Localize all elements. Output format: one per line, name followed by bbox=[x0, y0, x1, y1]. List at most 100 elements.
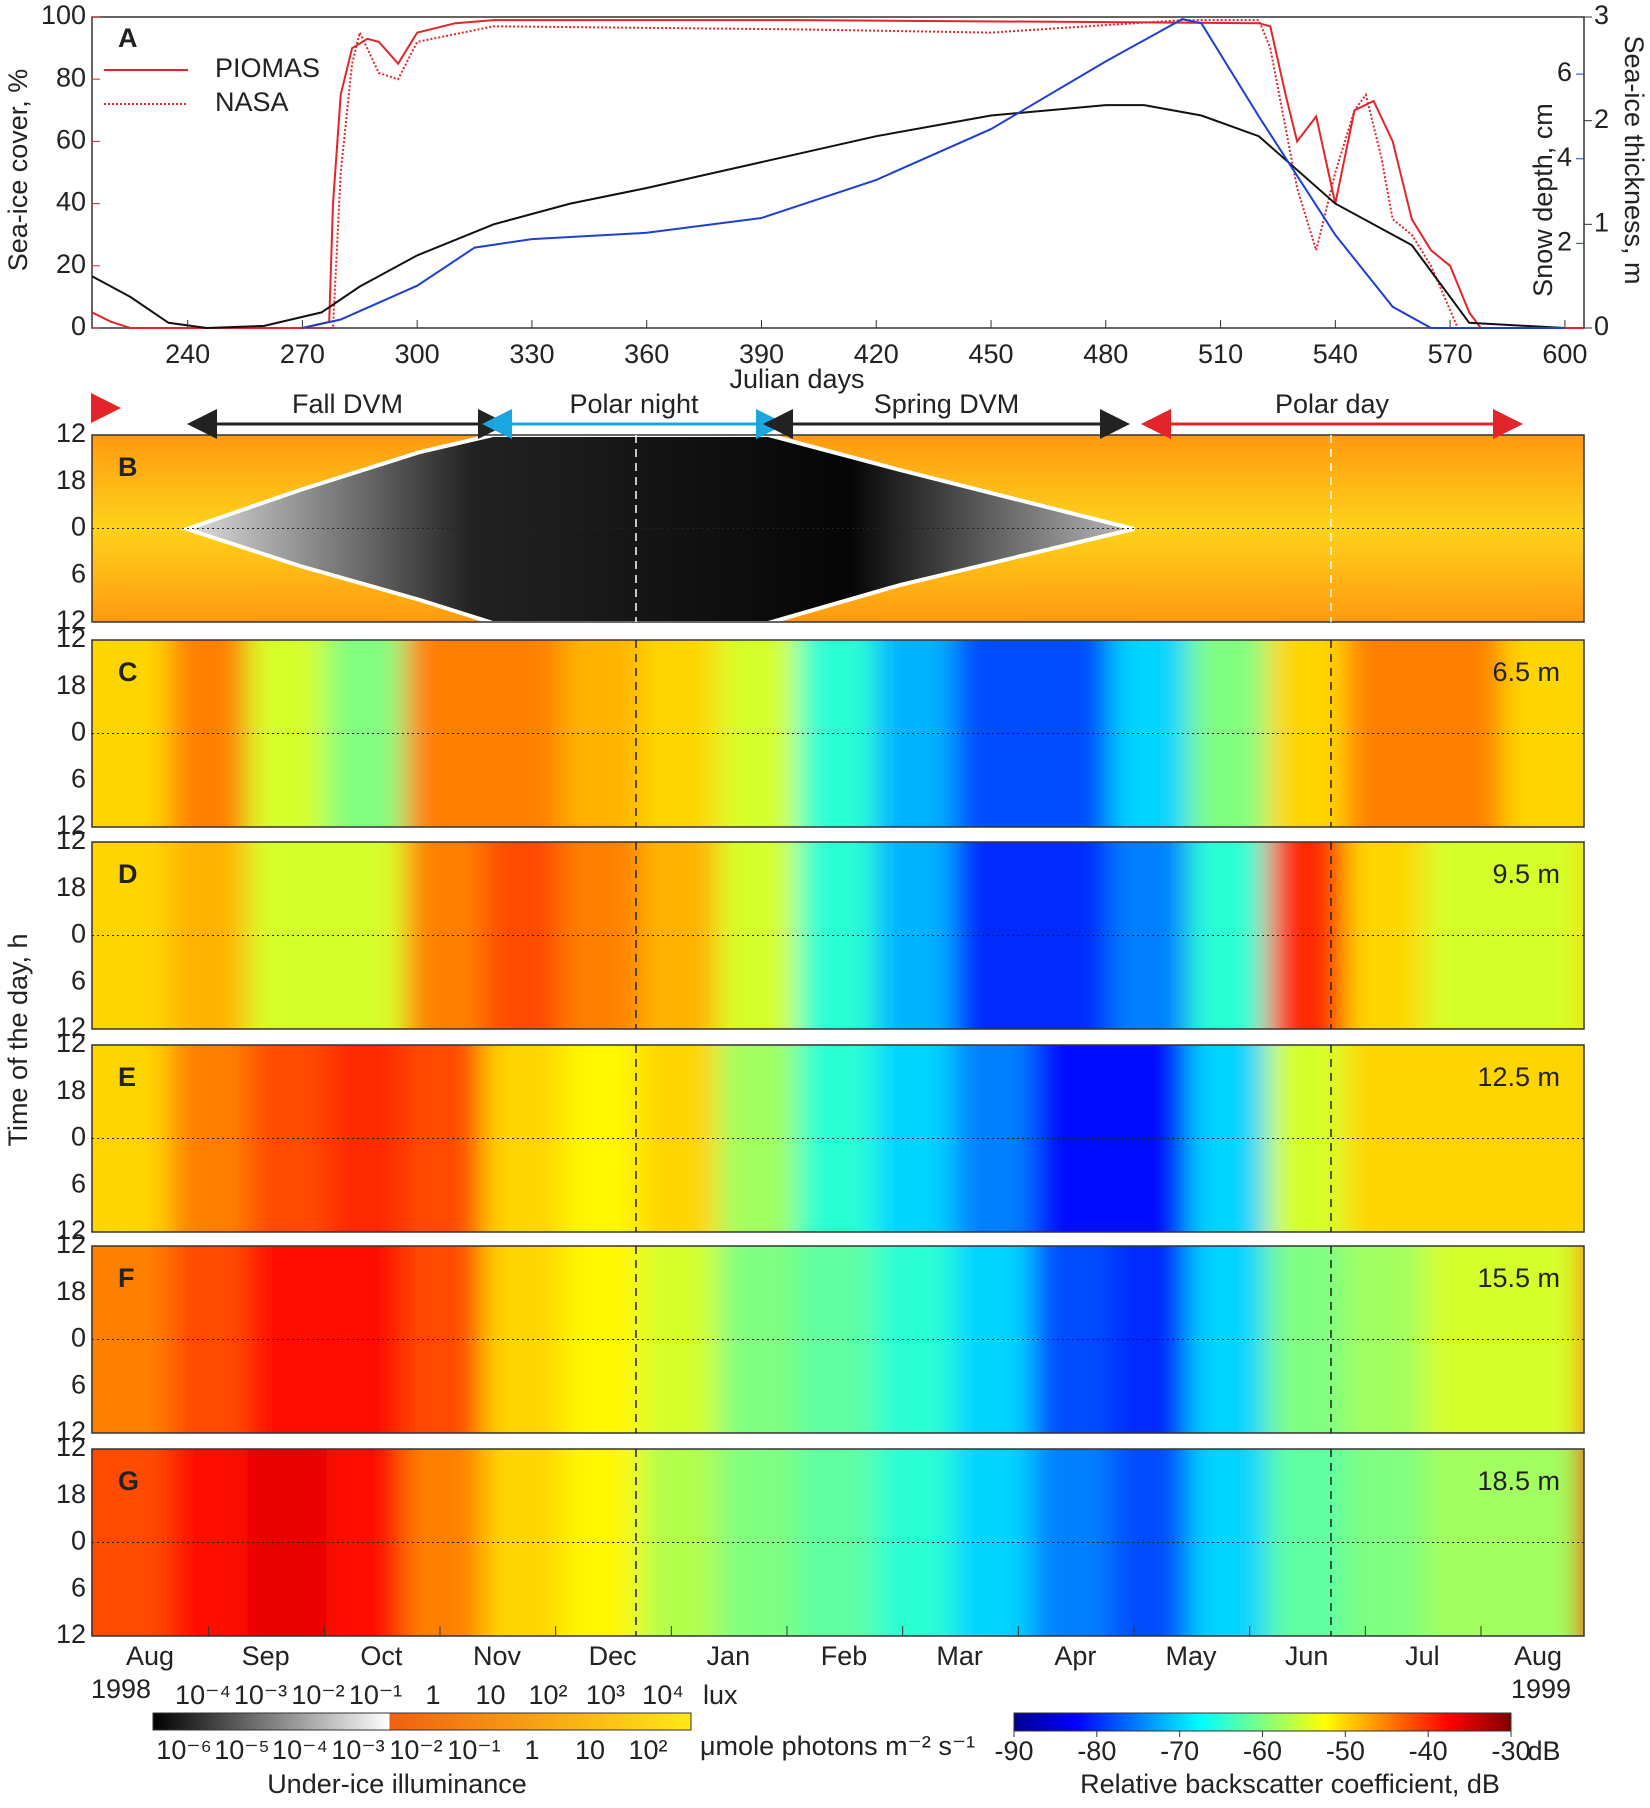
y-tick-label: 20 bbox=[56, 249, 86, 279]
year-label: 1998 bbox=[91, 1674, 151, 1704]
x-tick-label: 360 bbox=[624, 339, 669, 369]
month-label: May bbox=[1165, 1641, 1217, 1671]
hour-label: 0 bbox=[71, 1122, 86, 1152]
y-tick-label: 40 bbox=[56, 187, 86, 217]
photon-unit: μmole photons m⁻² s⁻¹ bbox=[700, 1731, 975, 1761]
x-axis-label: Julian days bbox=[729, 364, 864, 394]
panel-label: A bbox=[118, 23, 138, 53]
year-label: 1999 bbox=[1511, 1674, 1571, 1704]
photon-label: 10⁻⁵ bbox=[214, 1735, 269, 1765]
colorbar-tick-label: -40 bbox=[1409, 1736, 1448, 1766]
photon-label: 1 bbox=[524, 1735, 539, 1765]
series-line bbox=[302, 18, 1565, 329]
hour-label: 18 bbox=[56, 872, 86, 902]
y2-axis-label: Sea-ice thickness, m bbox=[1619, 35, 1649, 284]
y-tick-label: 0 bbox=[71, 311, 86, 341]
y-tick-label: 80 bbox=[56, 62, 86, 92]
lux-label: 10⁻⁴ bbox=[175, 1680, 231, 1710]
month-label: Jan bbox=[707, 1641, 751, 1671]
hour-label: 12 bbox=[56, 825, 86, 855]
hour-label: 0 bbox=[71, 1526, 86, 1556]
depth-label: 15.5 m bbox=[1477, 1263, 1560, 1293]
hour-label: 0 bbox=[71, 919, 86, 949]
x-tick-label: 390 bbox=[739, 339, 784, 369]
y-axis-label: Time of the day, h bbox=[3, 933, 33, 1146]
hour-label: 0 bbox=[71, 1323, 86, 1353]
hour-label: 0 bbox=[71, 512, 86, 542]
lux-label: 1 bbox=[425, 1680, 440, 1710]
period-label: Polar night bbox=[569, 389, 699, 419]
colorbar-title: Under-ice illuminance bbox=[267, 1769, 527, 1799]
colorbar bbox=[1013, 1712, 1512, 1732]
y2-tick-label: 0 bbox=[1594, 311, 1609, 341]
hour-label: 12 bbox=[56, 1619, 86, 1649]
hour-label: 18 bbox=[56, 1479, 86, 1509]
period-label: Fall DVM bbox=[292, 389, 403, 419]
photon-label: 10⁻³ bbox=[331, 1735, 384, 1765]
photon-label: 10⁻² bbox=[389, 1735, 442, 1765]
colorbar-unit: dB bbox=[1527, 1736, 1560, 1766]
x-tick-label: 510 bbox=[1198, 339, 1243, 369]
x-tick-label: 330 bbox=[509, 339, 554, 369]
hour-label: 12 bbox=[56, 1432, 86, 1462]
hour-label: 18 bbox=[56, 1075, 86, 1105]
y3-tick-label: 4 bbox=[1557, 142, 1572, 172]
series-line bbox=[91, 104, 1565, 330]
month-label: Aug bbox=[1514, 1641, 1562, 1671]
colorbar-title: Relative backscatter coefficient, dB bbox=[1080, 1769, 1500, 1799]
lux-label: 10⁻² bbox=[291, 1680, 344, 1710]
x-tick-label: 450 bbox=[968, 339, 1013, 369]
hour-label: 12 bbox=[56, 418, 86, 448]
colorbar-tick-label: -90 bbox=[994, 1736, 1033, 1766]
y2-tick-label: 3 bbox=[1594, 0, 1609, 30]
hour-label: 18 bbox=[56, 670, 86, 700]
panel-label: E bbox=[118, 1062, 136, 1092]
hour-label: 6 bbox=[71, 763, 86, 793]
hour-label: 12 bbox=[56, 1416, 86, 1446]
plot-frame bbox=[91, 16, 1585, 329]
x-tick-label: 240 bbox=[165, 339, 210, 369]
x-tick-label: 570 bbox=[1428, 339, 1473, 369]
photon-label: 10⁻¹ bbox=[447, 1735, 500, 1765]
y3-tick-label: 2 bbox=[1557, 226, 1572, 256]
colorbar-tick-label: -80 bbox=[1077, 1736, 1116, 1766]
depth-label: 9.5 m bbox=[1492, 859, 1560, 889]
month-label: Jul bbox=[1405, 1641, 1440, 1671]
month-label: Sep bbox=[242, 1641, 290, 1671]
x-tick-label: 540 bbox=[1313, 339, 1358, 369]
depth-label: 6.5 m bbox=[1492, 657, 1560, 687]
hour-label: 12 bbox=[56, 1215, 86, 1245]
lux-label: 10³ bbox=[586, 1680, 625, 1710]
panel-label: B bbox=[118, 452, 138, 482]
series-line bbox=[91, 19, 1584, 329]
depth-label: 18.5 m bbox=[1477, 1466, 1560, 1496]
panel-label: D bbox=[118, 859, 138, 889]
panel-label: C bbox=[118, 657, 138, 687]
period-label: Spring DVM bbox=[874, 389, 1020, 419]
colorbar bbox=[152, 1712, 692, 1731]
x-tick-label: 480 bbox=[1083, 339, 1128, 369]
lux-unit: lux bbox=[703, 1680, 738, 1710]
hour-label: 12 bbox=[56, 605, 86, 635]
month-label: Nov bbox=[473, 1641, 522, 1671]
x-tick-label: 600 bbox=[1542, 339, 1587, 369]
period-label: Polar day bbox=[1275, 389, 1390, 419]
hour-label: 12 bbox=[56, 1229, 86, 1259]
photon-label: 10 bbox=[575, 1735, 605, 1765]
photon-label: 10⁻⁴ bbox=[272, 1735, 328, 1765]
y3-tick-label: 6 bbox=[1557, 57, 1572, 87]
lux-label: 10⁻³ bbox=[234, 1680, 287, 1710]
month-label: Mar bbox=[936, 1641, 983, 1671]
panel-label: F bbox=[118, 1263, 135, 1293]
hour-label: 12 bbox=[56, 1028, 86, 1058]
hour-label: 6 bbox=[71, 1168, 86, 1198]
hour-label: 6 bbox=[71, 1369, 86, 1399]
x-tick-label: 420 bbox=[854, 339, 899, 369]
depth-label: 12.5 m bbox=[1477, 1062, 1560, 1092]
lux-label: 10⁴ bbox=[642, 1680, 684, 1710]
month-label: Feb bbox=[821, 1641, 868, 1671]
hour-label: 6 bbox=[71, 1572, 86, 1602]
y-tick-label: 100 bbox=[41, 0, 86, 30]
photon-label: 10² bbox=[628, 1735, 667, 1765]
